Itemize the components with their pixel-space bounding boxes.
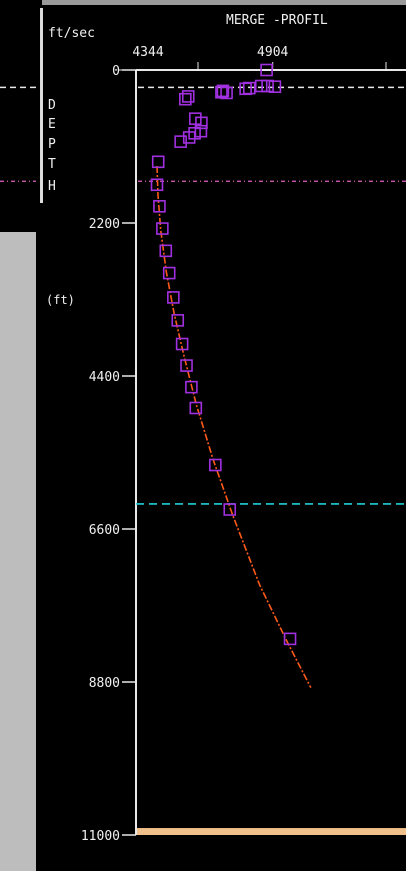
floor-band	[137, 828, 406, 835]
data-point-marker	[223, 503, 237, 516]
data-point-marker	[283, 632, 297, 646]
data-point-marker	[182, 131, 196, 144]
depth-letter: P	[48, 137, 56, 152]
x-unit-label: ft/sec	[48, 26, 95, 41]
chart-title: MERGE -PROFIL	[226, 13, 328, 28]
x-tick-label: 4904	[257, 45, 288, 60]
depth-letter: T	[48, 157, 56, 172]
data-point-marker	[175, 337, 189, 351]
velocity-curve	[156, 165, 312, 688]
data-point-marker	[260, 63, 273, 77]
y-tick-label: 4400	[89, 370, 120, 385]
data-point-marker	[162, 266, 176, 280]
side-panel	[0, 232, 42, 871]
data-point-marker	[156, 222, 169, 235]
window-top-border	[0, 0, 406, 5]
depth-unit-label: (ft)	[46, 293, 75, 307]
data-point-marker	[167, 291, 180, 304]
depth-letter: E	[48, 117, 56, 132]
data-point-marker	[189, 401, 203, 415]
data-point-marker	[239, 82, 252, 96]
data-point-marker	[254, 79, 268, 93]
data-point-marker	[151, 155, 165, 169]
y-tick-label: 0	[112, 64, 120, 79]
data-point-marker	[179, 92, 192, 106]
data-point-marker	[153, 200, 166, 213]
data-point-marker	[195, 116, 208, 130]
label-divider	[40, 8, 43, 203]
y-tick-label: 11000	[81, 829, 120, 844]
data-point-marker	[180, 359, 193, 372]
data-point-marker	[159, 244, 173, 258]
side-panel-edge	[36, 232, 42, 871]
data-point-marker	[171, 314, 185, 327]
data-point-marker	[261, 79, 274, 93]
depth-letter: D	[48, 98, 56, 113]
depth-letter: H	[48, 179, 56, 194]
data-point-marker	[150, 178, 164, 192]
y-tick-label: 8800	[89, 676, 120, 691]
data-point-marker	[215, 85, 228, 99]
data-point-marker	[174, 135, 187, 148]
data-point-marker	[268, 80, 282, 93]
y-tick-label: 6600	[89, 523, 120, 538]
data-point-marker	[185, 380, 198, 394]
data-point-marker	[181, 90, 195, 103]
data-point-marker	[209, 458, 222, 472]
plot-area	[136, 70, 406, 835]
y-tick-label: 2200	[89, 217, 120, 232]
x-tick-label: 4344	[132, 45, 163, 60]
data-point-marker	[216, 84, 230, 98]
label-pane	[0, 0, 42, 232]
